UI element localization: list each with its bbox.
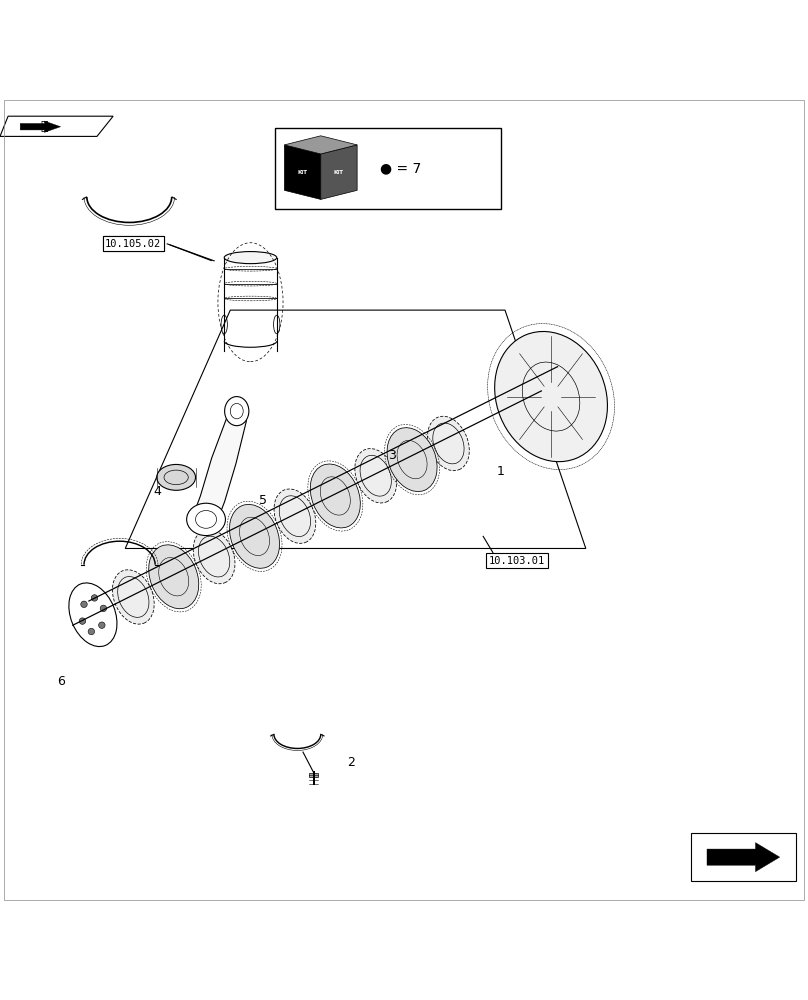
Ellipse shape xyxy=(221,315,227,334)
Circle shape xyxy=(99,622,105,628)
Text: 4: 4 xyxy=(154,485,162,498)
Ellipse shape xyxy=(149,545,199,609)
Text: 5: 5 xyxy=(259,493,267,506)
Text: 10.105.02: 10.105.02 xyxy=(105,239,162,249)
Ellipse shape xyxy=(157,464,196,490)
Ellipse shape xyxy=(494,331,608,462)
Ellipse shape xyxy=(225,252,276,264)
Text: 3: 3 xyxy=(388,449,396,462)
Circle shape xyxy=(79,618,86,624)
Circle shape xyxy=(81,601,87,608)
Polygon shape xyxy=(192,407,246,523)
Ellipse shape xyxy=(355,449,397,503)
Text: 1: 1 xyxy=(497,465,505,478)
Text: KIT: KIT xyxy=(297,170,308,175)
Polygon shape xyxy=(321,145,357,199)
Ellipse shape xyxy=(69,583,117,647)
Text: 10.105.02: 10.105.02 xyxy=(105,239,162,249)
Text: ● = 7: ● = 7 xyxy=(380,162,421,176)
Ellipse shape xyxy=(112,570,154,624)
Ellipse shape xyxy=(193,529,235,584)
Ellipse shape xyxy=(274,489,316,543)
Ellipse shape xyxy=(225,397,249,426)
Ellipse shape xyxy=(187,503,225,536)
Polygon shape xyxy=(284,136,357,154)
Text: KIT: KIT xyxy=(334,170,344,175)
Ellipse shape xyxy=(229,504,280,568)
Polygon shape xyxy=(20,121,61,132)
Polygon shape xyxy=(284,145,321,199)
Text: 6: 6 xyxy=(57,675,65,688)
Ellipse shape xyxy=(427,416,469,471)
Text: 10.103.01: 10.103.01 xyxy=(489,556,545,566)
Polygon shape xyxy=(707,843,780,872)
Ellipse shape xyxy=(274,315,280,334)
Circle shape xyxy=(100,605,107,612)
Circle shape xyxy=(91,595,98,601)
Ellipse shape xyxy=(310,464,360,528)
Ellipse shape xyxy=(387,428,437,492)
Circle shape xyxy=(88,628,95,635)
Text: 2: 2 xyxy=(347,756,356,769)
Polygon shape xyxy=(309,773,318,777)
Text: ⬛: ⬛ xyxy=(40,120,48,133)
